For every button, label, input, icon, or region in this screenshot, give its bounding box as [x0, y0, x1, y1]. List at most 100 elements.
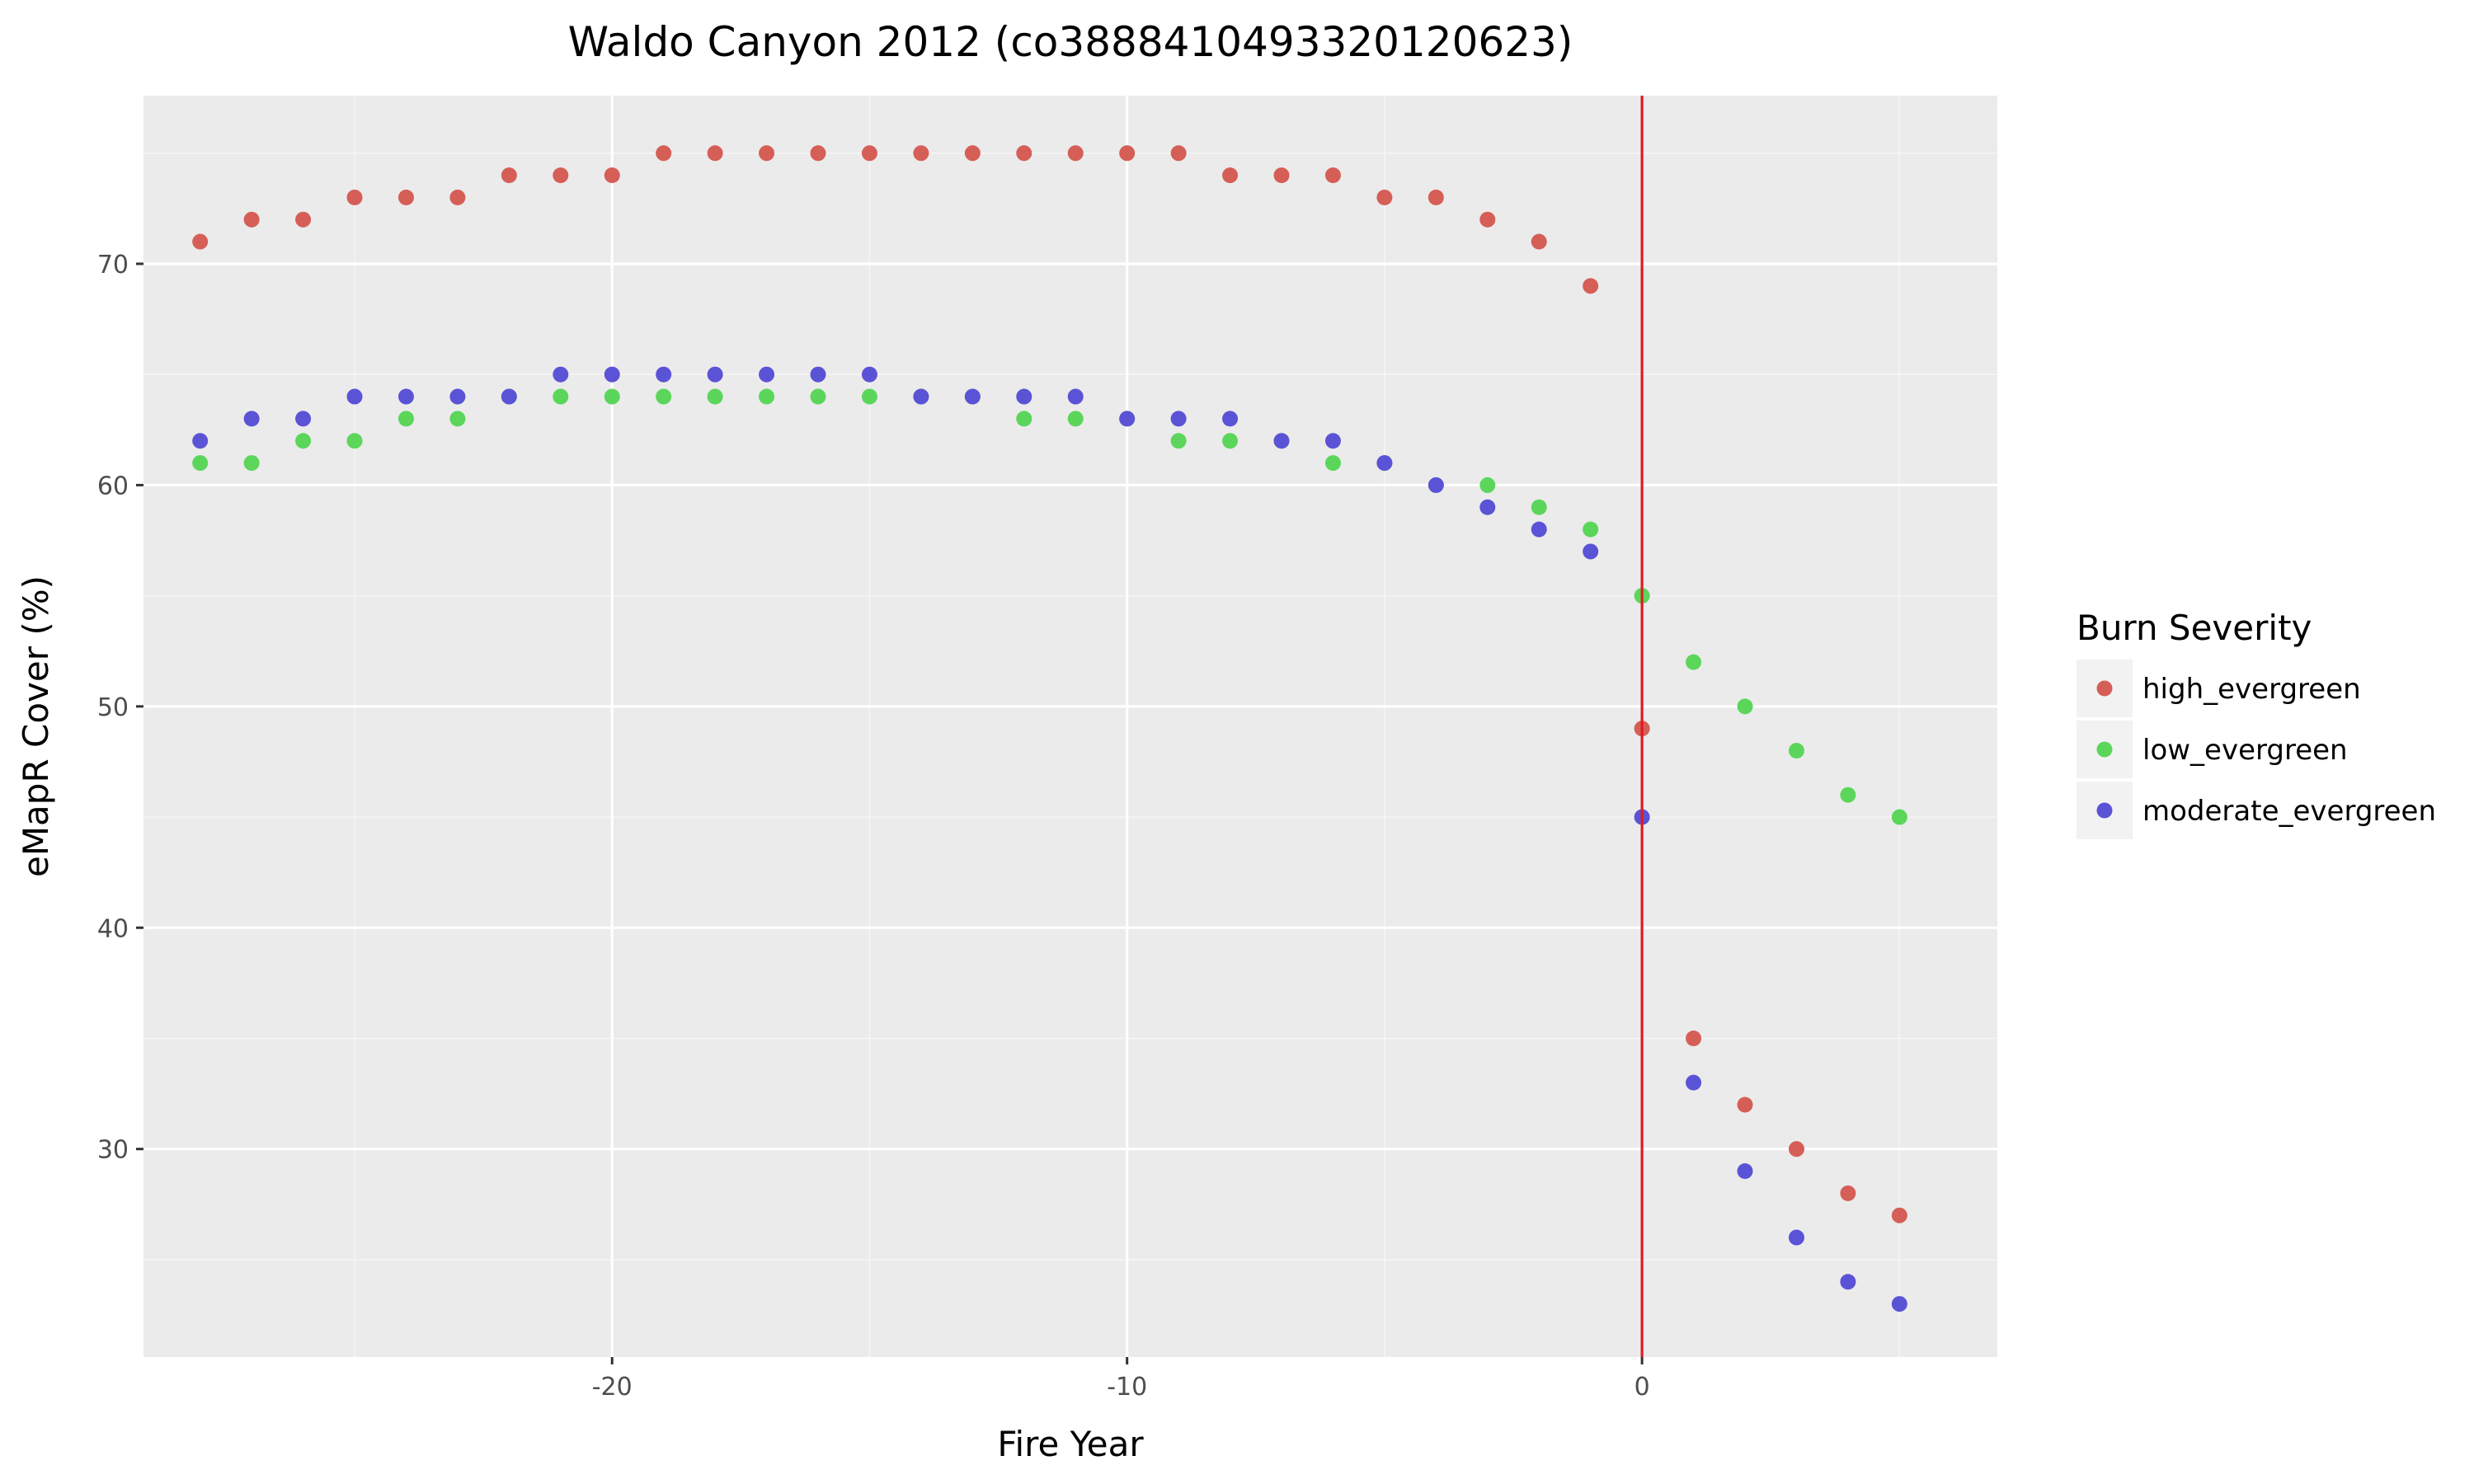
legend-swatch — [2096, 741, 2113, 758]
x-axis-ticks: -20 -10 0 — [592, 1357, 1650, 1402]
data-point — [449, 411, 466, 427]
data-point — [1531, 499, 1547, 515]
series-moderate_evergreen — [192, 366, 1907, 1313]
plot-panel — [143, 96, 1997, 1357]
data-point — [295, 411, 312, 427]
data-point — [1737, 1097, 1753, 1113]
y-tick-label: 50 — [97, 693, 129, 722]
data-point — [501, 388, 517, 405]
data-point — [192, 455, 209, 472]
chart-title: Waldo Canyon 2012 (co3888410493320120623… — [568, 18, 1573, 66]
data-point — [1273, 433, 1290, 449]
data-point — [243, 211, 260, 228]
data-point — [1891, 809, 1907, 825]
data-point — [1479, 477, 1496, 493]
data-point — [1531, 233, 1547, 250]
data-point — [604, 388, 620, 405]
y-tick-label: 60 — [97, 472, 129, 500]
data-point — [759, 388, 775, 405]
data-point — [913, 388, 929, 405]
data-point — [1119, 145, 1136, 162]
legend-items: high_evergreen low_evergreen moderate_ever… — [2077, 660, 2436, 839]
data-point — [501, 167, 517, 184]
data-point — [913, 145, 929, 162]
data-point — [397, 388, 414, 405]
data-point — [553, 388, 569, 405]
y-tick-label: 70 — [97, 251, 129, 279]
data-point — [964, 145, 981, 162]
y-axis-ticks: 30 40 50 60 70 — [97, 251, 143, 1165]
x-tick-label: 0 — [1634, 1373, 1650, 1402]
data-point — [243, 455, 260, 472]
data-point — [1119, 411, 1136, 427]
data-point — [1531, 521, 1547, 538]
legend: Burn Severity high_evergreen low_evergree… — [2077, 608, 2436, 839]
data-point — [759, 366, 775, 383]
data-point — [1583, 521, 1599, 538]
data-point — [1067, 411, 1084, 427]
data-point — [1376, 189, 1393, 205]
data-point — [810, 145, 826, 162]
data-point — [1737, 1163, 1753, 1180]
x-tick-label: -20 — [592, 1373, 633, 1402]
data-point — [397, 189, 414, 205]
legend-label: moderate_evergreen — [2142, 795, 2436, 828]
data-point — [1788, 743, 1804, 759]
data-point — [1170, 411, 1187, 427]
data-point — [759, 145, 775, 162]
data-point — [861, 388, 877, 405]
data-point — [449, 189, 466, 205]
data-point — [1170, 433, 1187, 449]
legend-swatch — [2096, 802, 2113, 819]
data-point — [1016, 411, 1032, 427]
data-point — [1324, 167, 1341, 184]
data-point — [1016, 145, 1032, 162]
data-point — [1788, 1229, 1804, 1246]
data-point — [192, 433, 209, 449]
data-point — [1788, 1141, 1804, 1158]
data-point — [1273, 167, 1290, 184]
series-high_evergreen — [192, 145, 1907, 1223]
data-point — [1222, 433, 1239, 449]
data-point — [1170, 145, 1187, 162]
data-point — [1016, 388, 1032, 405]
data-point — [707, 388, 723, 405]
data-point — [656, 145, 672, 162]
data-point — [604, 167, 620, 184]
data-point — [656, 366, 672, 383]
data-point — [1840, 1185, 1856, 1201]
data-point — [861, 145, 877, 162]
x-axis-title: Fire Year — [997, 1424, 1144, 1464]
x-tick-label: -10 — [1107, 1373, 1147, 1402]
legend-item-low_evergreen: low_evergreen — [2077, 721, 2348, 778]
data-point — [1891, 1296, 1907, 1313]
data-point — [449, 388, 466, 405]
y-axis-title: eMapR Cover (%) — [16, 575, 56, 877]
legend-label: high_evergreen — [2142, 673, 2361, 706]
data-point — [1067, 388, 1084, 405]
data-point — [810, 388, 826, 405]
data-point — [1583, 543, 1599, 560]
data-points — [192, 145, 1907, 1313]
data-point — [1427, 189, 1444, 205]
data-point — [1891, 1207, 1907, 1223]
data-point — [1686, 654, 1702, 670]
data-point — [1840, 787, 1856, 803]
data-point — [1376, 455, 1393, 472]
data-point — [707, 145, 723, 162]
legend-item-high_evergreen: high_evergreen — [2077, 660, 2361, 717]
data-point — [861, 366, 877, 383]
data-point — [1479, 499, 1496, 515]
data-point — [243, 411, 260, 427]
data-point — [1686, 1030, 1702, 1046]
data-point — [964, 388, 981, 405]
legend-item-moderate_evergreen: moderate_evergreen — [2077, 782, 2436, 839]
data-point — [295, 433, 312, 449]
data-point — [1222, 411, 1239, 427]
data-point — [1324, 455, 1341, 472]
data-point — [1324, 433, 1341, 449]
data-point — [1427, 477, 1444, 493]
data-point — [604, 366, 620, 383]
data-point — [346, 189, 363, 205]
